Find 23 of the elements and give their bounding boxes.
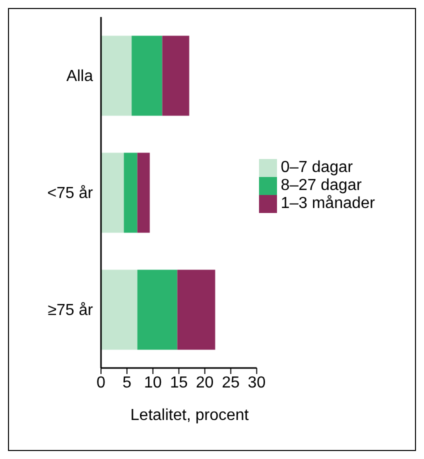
x-axis-title: Letalitet, procent — [130, 407, 250, 424]
x-tick-label: 30 — [248, 374, 266, 392]
bar — [101, 152, 124, 233]
bar — [162, 36, 190, 116]
x-tick-label: 15 — [170, 374, 188, 392]
bar — [124, 152, 138, 233]
legend-label: 0–7 dagar — [280, 159, 353, 176]
x-tick-label: 10 — [144, 374, 162, 392]
bar — [101, 270, 138, 350]
legend-label: 1–3 månader — [280, 196, 375, 213]
bar — [132, 36, 162, 116]
x-tick-label: 0 — [96, 374, 106, 392]
x-tick-label: 5 — [122, 374, 132, 392]
legend-label: 8–27 dagar — [280, 177, 362, 194]
y-tick-label: ≥75 år — [48, 302, 94, 320]
bar — [101, 36, 132, 116]
y-tick-label: <75 år — [47, 185, 94, 202]
y-tick-label: Alla — [66, 68, 94, 86]
x-tick-label: 25 — [222, 374, 240, 392]
bar — [177, 270, 216, 350]
bar — [137, 270, 178, 350]
bar — [137, 152, 150, 233]
x-tick-label: 20 — [196, 374, 214, 392]
